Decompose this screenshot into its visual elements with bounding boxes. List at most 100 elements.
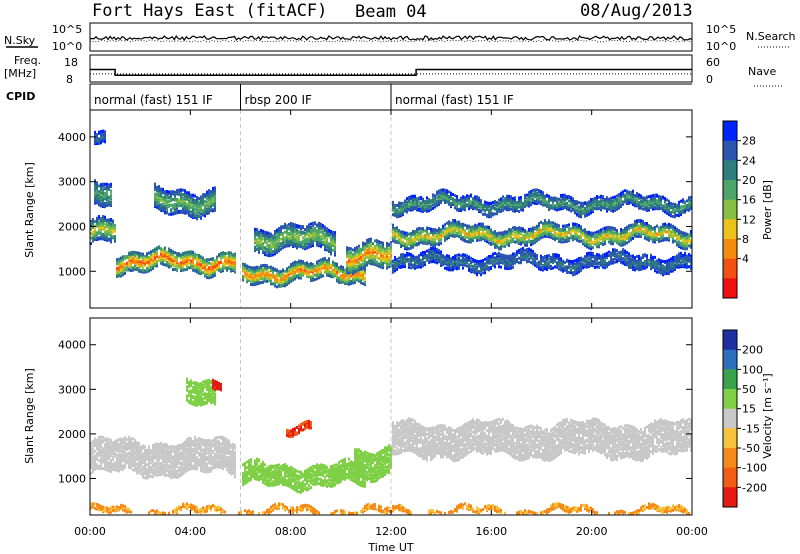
heatmap-cell	[494, 200, 496, 203]
heatmap-cell	[496, 201, 498, 204]
heatmap-cell	[264, 270, 266, 274]
heatmap-cell	[98, 130, 100, 134]
heatmap-cell	[154, 186, 156, 189]
heatmap-cell	[382, 261, 384, 265]
freq-panel: Freq. [MHz] 18 8 60 0 Nave	[4, 54, 782, 87]
heatmap-cell	[190, 198, 192, 202]
heatmap-cell	[440, 241, 442, 245]
heatmap-cell	[254, 274, 256, 277]
heatmap-cell	[264, 253, 266, 257]
heatmap-cell	[274, 283, 276, 287]
heatmap-cell	[98, 226, 100, 230]
heatmap-cell	[186, 262, 188, 266]
heatmap-cell	[166, 260, 168, 264]
heatmap-cell	[478, 260, 480, 263]
heatmap-cell	[414, 255, 416, 259]
heatmap-cell	[200, 195, 202, 199]
heatmap-cell	[256, 227, 258, 231]
heatmap-cell	[134, 267, 136, 271]
heatmap-cell	[284, 222, 286, 226]
heatmap-cell	[264, 230, 266, 234]
heatmap-cell	[288, 226, 290, 230]
heatmap-cell	[446, 221, 448, 225]
heatmap-cell	[326, 259, 328, 263]
heatmap-cell	[322, 274, 324, 278]
cpid-label: CPID	[6, 90, 35, 103]
heatmap-cell	[278, 239, 280, 243]
heatmap-cell	[454, 254, 456, 258]
heatmap-cell	[262, 232, 264, 235]
heatmap-cell	[462, 222, 464, 226]
heatmap-cell	[182, 193, 184, 197]
heatmap-cell	[278, 233, 280, 237]
noise-left-tick-top: 10^5	[52, 23, 82, 36]
heatmap-cell	[330, 230, 332, 233]
heatmap-cell	[484, 200, 486, 204]
heatmap-cell	[446, 189, 448, 193]
heatmap-cell	[552, 221, 554, 225]
heatmap-cell	[370, 247, 372, 251]
heatmap-cell	[340, 274, 342, 278]
heatmap-cell	[434, 247, 436, 251]
heatmap-cell	[98, 222, 100, 226]
heatmap-cell	[102, 184, 104, 188]
heatmap-cell	[176, 192, 178, 196]
heatmap-cell	[212, 273, 214, 277]
heatmap-cell	[546, 261, 548, 265]
heatmap-cell	[256, 280, 258, 284]
heatmap-cell	[186, 191, 188, 195]
heatmap-cell	[160, 256, 162, 260]
heatmap-cell	[302, 260, 304, 264]
heatmap-cell	[522, 201, 524, 205]
heatmap-cell	[436, 199, 438, 203]
heatmap-cell	[284, 239, 286, 243]
heatmap-cell	[474, 268, 476, 271]
heatmap-cell	[378, 262, 380, 266]
heatmap-cell	[400, 264, 402, 268]
heatmap-cell	[164, 254, 166, 258]
heatmap-cell	[378, 256, 380, 260]
heatmap-cell	[200, 259, 202, 263]
heatmap-cell	[278, 283, 280, 287]
heatmap-cell	[398, 256, 400, 260]
heatmap-cell	[524, 229, 526, 233]
heatmap-cell	[148, 251, 150, 255]
heatmap-cell	[446, 254, 448, 258]
heatmap-cell	[274, 252, 276, 256]
heatmap-cell	[166, 256, 168, 260]
heatmap-cell	[310, 262, 312, 266]
heatmap-cell	[512, 229, 514, 233]
heatmap-cell	[392, 259, 394, 263]
heatmap-cell	[192, 250, 194, 254]
heatmap-cell	[452, 197, 454, 201]
heatmap-cell	[172, 250, 174, 254]
heatmap-cell	[168, 190, 170, 194]
heatmap-cell	[418, 201, 420, 205]
heatmap-cell	[306, 269, 308, 273]
heatmap-cell	[188, 261, 190, 265]
heatmap-cell	[532, 192, 534, 196]
heatmap-cell	[554, 265, 556, 269]
heatmap-cell	[430, 227, 432, 231]
heatmap-cell	[514, 226, 516, 229]
heatmap-cell	[258, 240, 260, 244]
heatmap-cell	[188, 258, 190, 262]
heatmap-cell	[536, 261, 538, 265]
heatmap-cell	[424, 229, 426, 233]
heatmap-cell	[178, 188, 180, 192]
heatmap-cell	[394, 203, 396, 207]
heatmap-cell	[180, 204, 182, 208]
heatmap-cell	[388, 262, 390, 266]
heatmap-cell	[310, 275, 312, 279]
heatmap-cell	[512, 265, 514, 269]
noise-sky-line	[89, 35, 693, 42]
heatmap-cell	[100, 237, 102, 241]
heatmap-cell	[222, 262, 224, 266]
heatmap-cell	[268, 250, 270, 254]
heatmap-cell	[166, 250, 168, 254]
heatmap-cell	[210, 201, 212, 205]
heatmap-cell	[172, 253, 174, 257]
heatmap-cell	[266, 248, 268, 252]
heatmap-cell	[506, 230, 508, 234]
heatmap-cell	[176, 207, 178, 210]
